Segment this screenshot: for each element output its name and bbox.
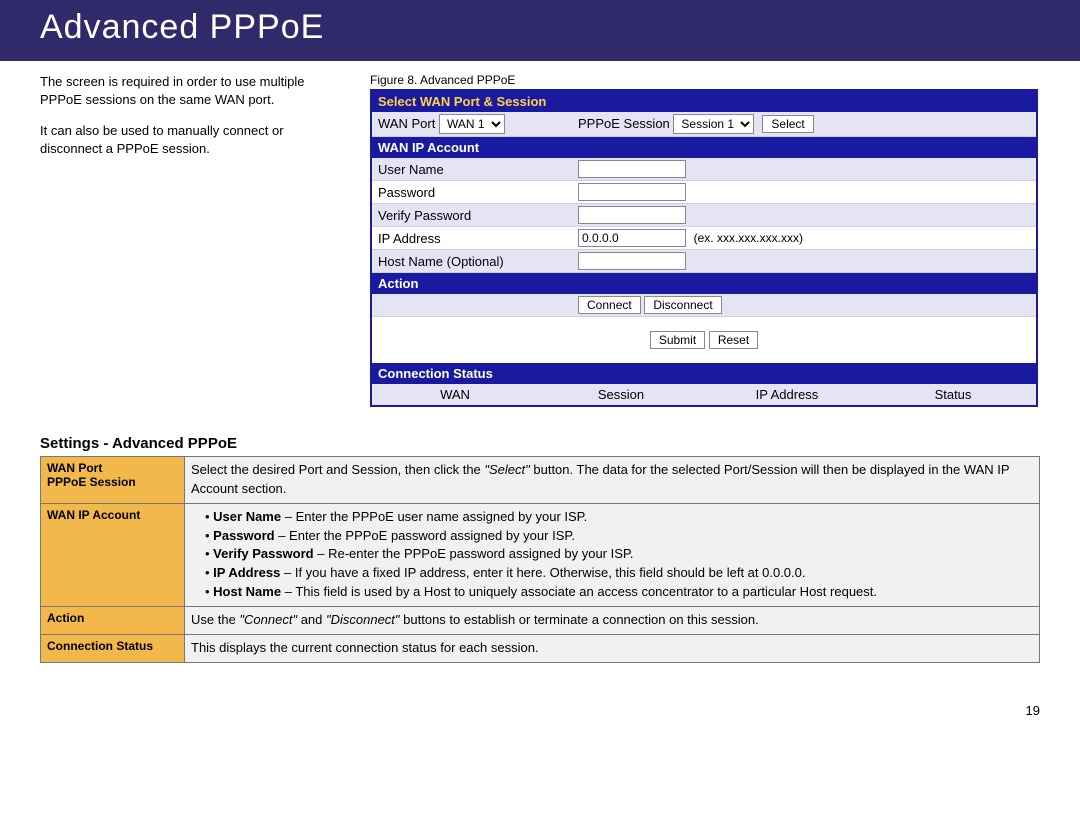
row-label-wan-port: WAN PortPPPoE Session bbox=[41, 457, 185, 504]
verify-password-row: Verify Password bbox=[372, 204, 1036, 227]
settings-table: WAN PortPPPoE Session Select the desired… bbox=[40, 456, 1040, 663]
pppoe-session-label: PPPoE Session Session 1 bbox=[578, 114, 754, 134]
page-header: Advanced PPPoE bbox=[0, 0, 1080, 61]
ip-address-label: IP Address bbox=[378, 231, 578, 246]
ip-address-hint: (ex. xxx.xxx.xxx.xxx) bbox=[694, 231, 803, 245]
submit-row: Submit Reset bbox=[372, 317, 1036, 363]
password-label: Password bbox=[378, 185, 578, 200]
row-label-action: Action bbox=[41, 606, 185, 634]
table-row: WAN IP Account User Name – Enter the PPP… bbox=[41, 503, 1040, 606]
col-wan: WAN bbox=[372, 384, 538, 405]
row-desc-action: Use the "Connect" and "Disconnect" butto… bbox=[185, 606, 1040, 634]
intro-paragraph-1: The screen is required in order to use m… bbox=[40, 73, 340, 108]
connect-button[interactable]: Connect bbox=[578, 296, 641, 314]
reset-button[interactable]: Reset bbox=[709, 331, 758, 349]
host-name-label: Host Name (Optional) bbox=[378, 254, 578, 269]
ip-address-row: IP Address (ex. xxx.xxx.xxx.xxx) bbox=[372, 227, 1036, 250]
settings-heading: Settings - Advanced PPPoE bbox=[40, 435, 1040, 452]
section-select-wan-title: Select WAN Port & Session bbox=[372, 91, 1036, 112]
wan-port-label: WAN Port WAN 1 bbox=[378, 114, 578, 134]
row-desc-connection-status: This displays the current connection sta… bbox=[185, 634, 1040, 662]
ip-address-input[interactable] bbox=[578, 229, 686, 247]
section-wan-ip-title: WAN IP Account bbox=[372, 137, 1036, 158]
intro-paragraph-2: It can also be used to manually connect … bbox=[40, 122, 340, 157]
col-status: Status bbox=[870, 384, 1036, 405]
disconnect-button[interactable]: Disconnect bbox=[644, 296, 721, 314]
row-label-connection-status: Connection Status bbox=[41, 634, 185, 662]
select-button[interactable]: Select bbox=[762, 115, 813, 133]
table-row: WAN PortPPPoE Session Select the desired… bbox=[41, 457, 1040, 504]
router-config-panel: Select WAN Port & Session WAN Port WAN 1… bbox=[370, 89, 1038, 407]
page-title: Advanced PPPoE bbox=[40, 8, 324, 46]
connection-status-columns: WAN Session IP Address Status bbox=[372, 384, 1036, 405]
content-area: The screen is required in order to use m… bbox=[0, 61, 1080, 663]
col-ip-address: IP Address bbox=[704, 384, 870, 405]
figure-caption: Figure 8. Advanced PPPoE bbox=[370, 73, 1040, 87]
table-row: Connection Status This displays the curr… bbox=[41, 634, 1040, 662]
verify-password-label: Verify Password bbox=[378, 208, 578, 223]
section-action-title: Action bbox=[372, 273, 1036, 294]
row-desc-wan-ip: User Name – Enter the PPPoE user name as… bbox=[185, 503, 1040, 606]
password-input[interactable] bbox=[578, 183, 686, 201]
submit-button[interactable]: Submit bbox=[650, 331, 705, 349]
host-name-row: Host Name (Optional) bbox=[372, 250, 1036, 273]
table-row: Action Use the "Connect" and "Disconnect… bbox=[41, 606, 1040, 634]
user-name-label: User Name bbox=[378, 162, 578, 177]
pppoe-session-select[interactable]: Session 1 bbox=[673, 114, 754, 134]
password-row: Password bbox=[372, 181, 1036, 204]
figure-column: Figure 8. Advanced PPPoE Select WAN Port… bbox=[370, 73, 1040, 407]
row-desc-wan-port: Select the desired Port and Session, the… bbox=[185, 457, 1040, 504]
user-name-row: User Name bbox=[372, 158, 1036, 181]
user-name-input[interactable] bbox=[578, 160, 686, 178]
col-session: Session bbox=[538, 384, 704, 405]
row-label-wan-ip: WAN IP Account bbox=[41, 503, 185, 606]
intro-text: The screen is required in order to use m… bbox=[40, 73, 340, 171]
verify-password-input[interactable] bbox=[578, 206, 686, 224]
host-name-input[interactable] bbox=[578, 252, 686, 270]
section-connection-status-title: Connection Status bbox=[372, 363, 1036, 384]
page-number: 19 bbox=[0, 663, 1080, 728]
wan-port-select[interactable]: WAN 1 bbox=[439, 114, 505, 134]
action-button-row: Connect Disconnect bbox=[372, 294, 1036, 317]
wan-port-session-row: WAN Port WAN 1 PPPoE Session Session 1 S… bbox=[372, 112, 1036, 137]
